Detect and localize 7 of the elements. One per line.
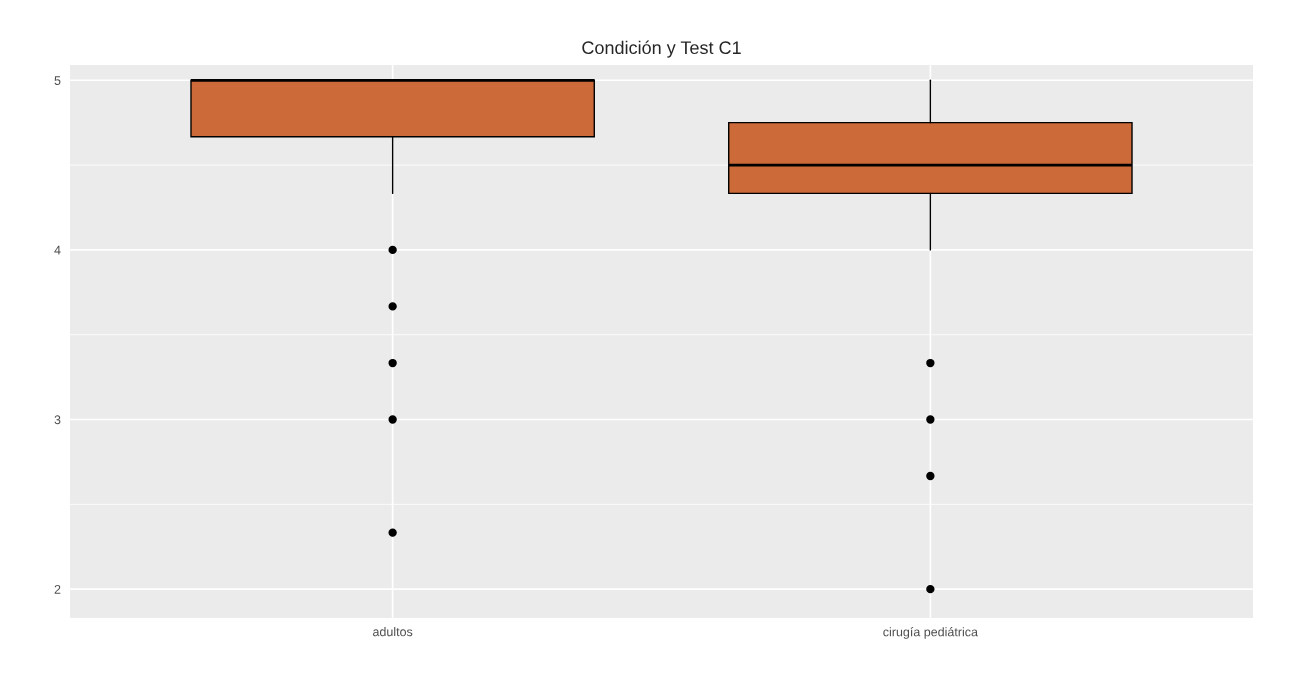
x-tick-label: adultos: [373, 627, 413, 637]
y-tick-label: 3: [54, 415, 61, 425]
x-tick-label: cirugía pediátrica: [883, 627, 978, 639]
chart-title: Condición y Test C1: [582, 40, 741, 58]
y-tick-label: 5: [54, 76, 61, 85]
y-tick-label: 2: [54, 584, 61, 594]
y-tick-label: 4: [54, 245, 61, 255]
